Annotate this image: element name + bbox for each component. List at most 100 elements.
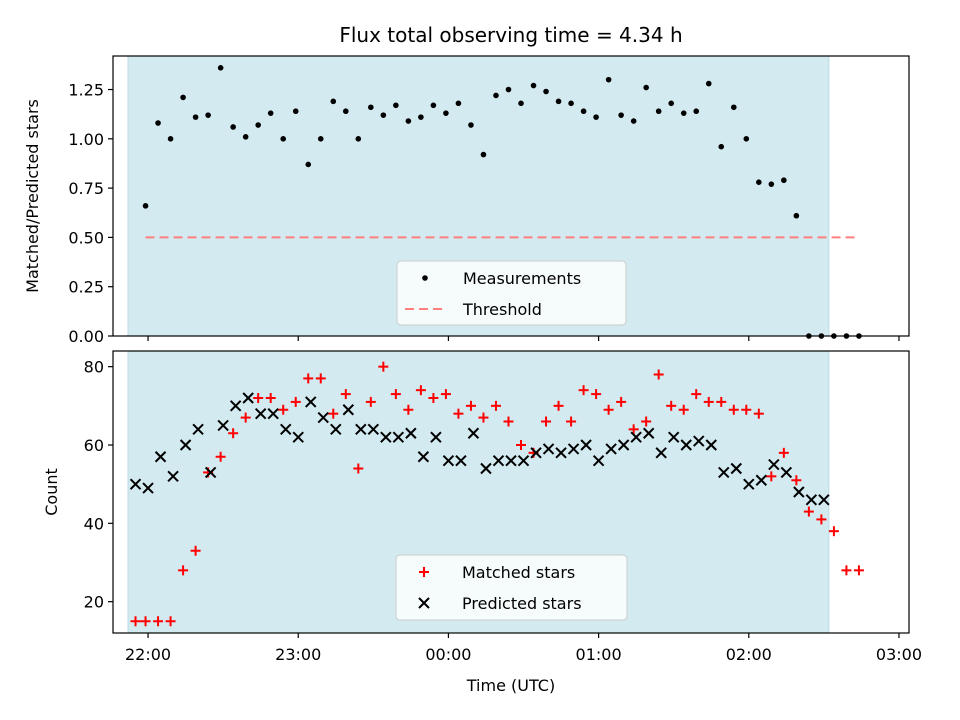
measurement-point (593, 114, 599, 120)
matched-star-point (340, 389, 351, 400)
x-b (455, 454, 467, 467)
predicted-star-point (430, 431, 442, 443)
predicted-star-point (380, 431, 392, 443)
measurement-point (630, 118, 637, 124)
measurement-point (292, 108, 299, 115)
x-b (680, 439, 692, 451)
matched-star-point (215, 451, 226, 462)
legend: Measurements Threshold (396, 260, 627, 326)
predicted-star-point (167, 470, 179, 483)
matched-star-point (140, 616, 151, 627)
x-b (667, 431, 680, 443)
x-b (305, 396, 317, 408)
matched-star-point (853, 565, 864, 576)
y-tick-label: 0.00 (68, 327, 104, 346)
measurement-point (480, 151, 487, 158)
y-tick-label: 0.25 (68, 278, 104, 297)
matched-star-point (365, 396, 376, 407)
x-b (254, 407, 267, 420)
plot-frame (112, 55, 910, 337)
x-b (567, 443, 580, 455)
x-b (705, 439, 717, 451)
predicted-star-point (280, 423, 292, 436)
predicted-star-point (317, 411, 329, 424)
predicted-star-point (492, 454, 505, 467)
measurement-point (192, 114, 199, 120)
x-b (129, 478, 142, 490)
matched-star-point (390, 389, 401, 400)
x-b (367, 423, 380, 436)
measurement-point (668, 100, 675, 107)
legend-label: Measurements (463, 269, 581, 288)
predicted-star-point (768, 458, 780, 471)
measurement-point (705, 80, 712, 87)
legend-label: Threshold (462, 300, 542, 319)
predicted-star-point (542, 443, 555, 455)
matched-star-point (290, 396, 301, 407)
predicted-star-point (267, 407, 279, 420)
matched-star-point (428, 393, 439, 403)
matched-star-point (678, 404, 689, 415)
predicted-star-point (442, 454, 455, 467)
y-tick-label: 0.75 (68, 179, 104, 198)
y-tick-label: 60 (84, 436, 104, 455)
predicted-star-point (142, 482, 154, 494)
x-b (267, 407, 279, 420)
chart-title: Flux total observing time = 4.34 h (339, 23, 682, 47)
x-b (217, 419, 229, 432)
predicted-star-point (580, 439, 592, 451)
measurement-point (455, 100, 462, 107)
x-b (280, 423, 292, 436)
x-b (580, 439, 592, 451)
matched-star-point (440, 389, 451, 400)
matched-star-point (403, 404, 414, 415)
matched-star-point (603, 404, 614, 415)
matched-star-point (228, 428, 239, 439)
measurement-point (505, 86, 512, 93)
predicted-star-point (330, 423, 342, 436)
measurement-point (317, 136, 324, 142)
measurement-point (530, 82, 537, 89)
measurement-point (793, 212, 800, 219)
predicted-star-point (367, 423, 380, 436)
x-b (467, 427, 480, 439)
x-tick-label: 03:00 (876, 645, 922, 664)
measurement-point (380, 112, 387, 118)
predicted-star-point (467, 427, 480, 439)
measurement-point (643, 84, 649, 91)
predicted-star-point (592, 454, 605, 467)
predicted-star-point (705, 439, 717, 451)
matched-star-point (653, 369, 664, 380)
measurement-point (368, 104, 374, 111)
matched-star-point (353, 463, 364, 474)
matched-star-point (253, 393, 264, 403)
predicted-star-point (693, 435, 705, 447)
x-b (167, 470, 179, 483)
x-b (317, 411, 329, 424)
measurement-point (543, 88, 549, 95)
x-b (154, 451, 167, 463)
measurement-point (493, 92, 499, 99)
x-b (192, 423, 204, 436)
predicted-star-point (342, 404, 355, 416)
predicted-star-point (780, 466, 793, 479)
x-tick-label: 02:00 (726, 645, 772, 664)
measurement-point (217, 65, 224, 71)
predicted-star-point (642, 427, 655, 439)
x-b (417, 451, 430, 463)
predicted-star-point (392, 431, 405, 443)
matched-star-point (766, 471, 777, 482)
measurement-point (693, 108, 700, 115)
y-tick-label: 20 (84, 593, 104, 612)
measurement-point (781, 177, 787, 184)
legend-label: Matched stars (462, 563, 575, 582)
predicted-star-point (530, 447, 542, 459)
x-b (330, 423, 342, 436)
matched-star-point (315, 373, 326, 384)
legend: Matched stars Predicted stars (395, 554, 628, 621)
matched-star-point (803, 506, 814, 517)
predicted-star-point (179, 439, 192, 451)
matched-star-point (778, 447, 789, 458)
x-b (818, 494, 830, 506)
